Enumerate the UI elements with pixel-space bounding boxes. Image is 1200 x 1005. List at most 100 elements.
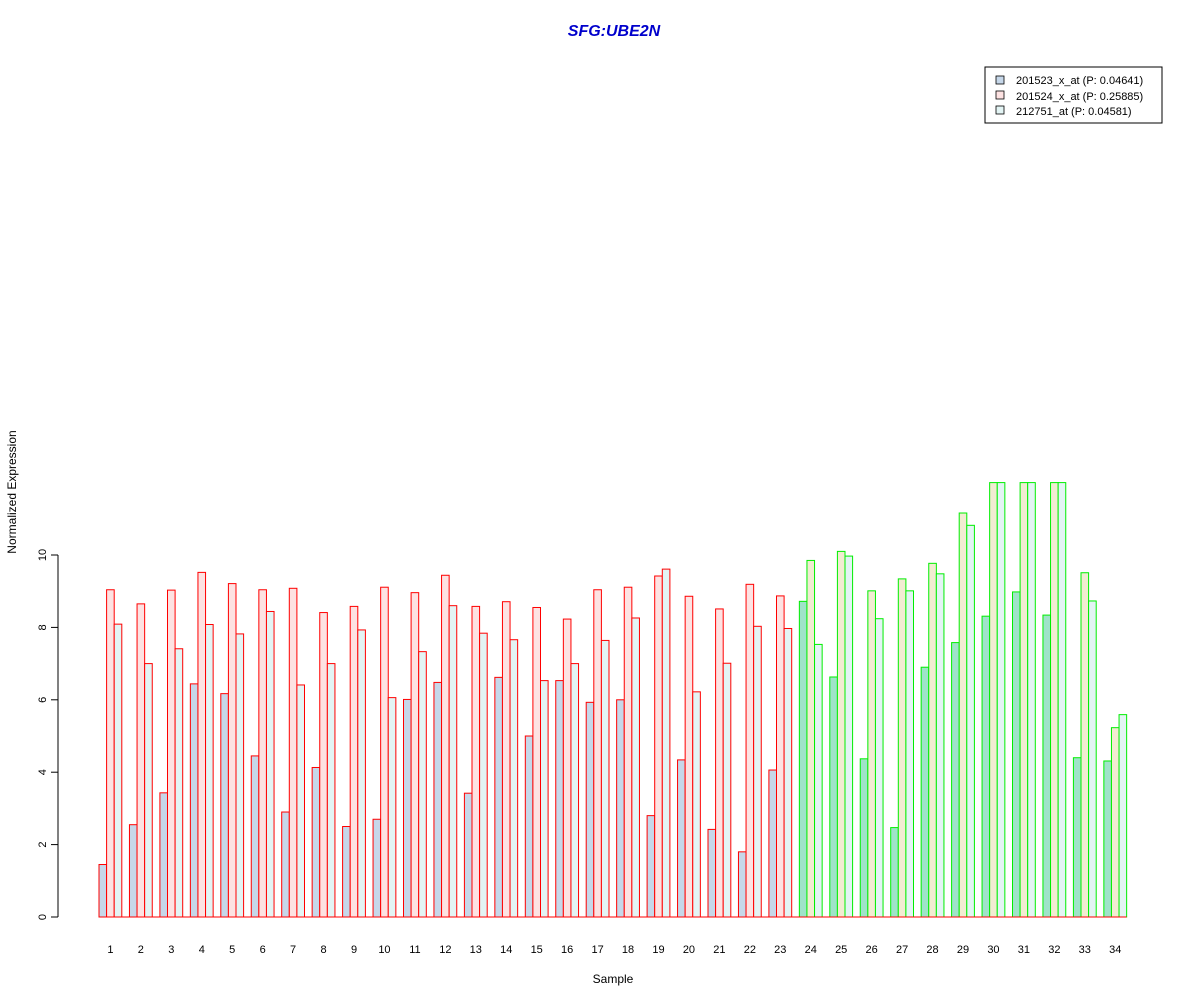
bar-series2-sample-25 [836,550,846,918]
bar-series2-sample-10 [380,586,389,918]
legend-label-2: 201524_x_at (P: 0.25885) [1016,91,1143,103]
x-tick-label: 4 [199,944,205,956]
x-tick-label: 12 [439,944,451,956]
bar-series3-sample-11 [418,651,427,918]
bar-series2-sample-20 [684,595,694,918]
bar-series1-sample-16 [555,680,564,918]
bar-series2-sample-5 [227,583,237,918]
x-tick-labels: 1 2 3 4 5 6 7 8 9 10 11 12 13 14 15 16 17 18 19 20 21 22 23 24 2… [107,944,1121,956]
bar-series1-sample-21 [707,828,717,918]
x-tick-label: 28 [926,944,938,956]
bar-series2-sample-15 [532,606,542,918]
bar-series3-sample-19 [661,568,671,918]
bar-series2-sample-1 [106,589,115,918]
bar-series2-sample-14 [501,601,511,918]
bar-series2-sample-24 [806,559,816,918]
x-tick-label: 8 [320,944,326,956]
x-tick-label: 31 [1018,944,1030,956]
bar-series3-sample-24 [814,643,823,918]
bar-series3-sample-22 [753,625,762,918]
y-tick-label: 0 [37,914,49,920]
x-tick-label: 16 [561,944,573,956]
y-tick-label: 2 [37,842,49,848]
x-tick-label: 22 [744,944,756,956]
bar-series3-sample-21 [722,662,732,918]
bar-series3-sample-23 [783,627,793,918]
bar-series2-sample-32 [1050,482,1059,918]
chart-title: SFG:UBE2N [568,23,661,40]
bar-series2-sample-22 [745,583,755,918]
bar-series1-sample-11 [403,698,412,918]
bar-series1-sample-13 [463,792,473,918]
bar-series1-sample-30 [981,615,991,918]
bar-series3-sample-34 [1118,714,1128,918]
bar-series2-sample-30 [989,482,998,918]
bar-series1-sample-32 [1042,614,1052,918]
bar-series3-sample-10 [387,697,397,918]
bar-series3-sample-13 [479,632,488,918]
y-tick-label: 8 [37,624,49,630]
bar-series3-sample-6 [265,610,275,918]
bar-series1-sample-18 [616,699,625,918]
bar-series3-sample-18 [631,617,640,918]
bar-series2-sample-13 [471,605,481,918]
y-tick-label: 6 [37,697,49,703]
bar-series2-sample-34 [1110,727,1120,918]
bar-series2-sample-29 [958,512,968,918]
bar-series2-sample-2 [136,603,146,918]
x-tick-label: 7 [290,944,296,956]
bar-series1-sample-4 [189,683,199,918]
bar-series3-sample-1 [113,623,123,918]
bar-series2-sample-17 [593,589,602,918]
bar-series1-sample-12 [433,681,443,918]
x-tick-label: 23 [774,944,786,956]
legend: 201523_x_at (P: 0.04641) 201524_x_at (P:… [984,66,1163,124]
y-tick-label: 4 [37,769,49,775]
bar-series2-sample-31 [1019,482,1029,918]
y-axis-label: Normalized Expression [5,430,19,553]
bar-series1-sample-14 [494,676,503,918]
bar-series1-sample-23 [768,769,778,918]
bar-series1-sample-27 [890,827,899,918]
bar-series1-sample-29 [951,642,960,918]
bar-series1-sample-26 [859,758,869,918]
bar-series1-sample-6 [250,755,260,918]
x-tick-label: 9 [351,944,357,956]
bar-series1-sample-20 [677,759,686,918]
bar-series2-sample-23 [776,595,785,918]
bar-series2-sample-21 [715,608,724,918]
bar-series3-sample-5 [235,633,245,918]
x-tick-label: 20 [683,944,695,956]
bar-series2-sample-18 [623,586,633,918]
bar-series3-sample-31 [1027,482,1036,918]
x-tick-label: 2 [138,944,144,956]
bar-series3-sample-33 [1088,600,1097,918]
bar-series2-sample-26 [867,590,876,918]
bar-series3-sample-9 [357,629,366,918]
bar-series3-sample-20 [692,691,701,918]
x-tick-label: 24 [805,944,817,956]
bar-series1-sample-19 [646,815,656,918]
legend-label-1: 201523_x_at (P: 0.04641) [1016,75,1143,87]
bar-series3-sample-7 [296,684,305,918]
bar-series1-sample-7 [281,811,290,918]
x-tick-label: 26 [866,944,878,956]
bar-series3-sample-17 [600,639,610,918]
bar-series1-sample-31 [1012,591,1021,918]
bar-series1-sample-24 [798,600,808,918]
x-tick-label: 5 [229,944,235,956]
bar-series2-sample-8 [319,612,328,918]
bar-series2-sample-3 [167,589,176,918]
bar-series1-sample-3 [159,792,168,918]
bar-series1-sample-33 [1072,757,1082,918]
x-tick-label: 11 [409,944,420,956]
bar-series2-sample-16 [562,618,572,918]
x-tick-label: 14 [500,944,512,956]
x-tick-label: 3 [168,944,174,956]
bar-series3-sample-2 [144,663,153,918]
legend-label-3: 212751_at (P: 0.04581) [1016,106,1132,118]
bar-series1-sample-9 [342,826,351,918]
legend-swatch-3 [995,105,1005,115]
